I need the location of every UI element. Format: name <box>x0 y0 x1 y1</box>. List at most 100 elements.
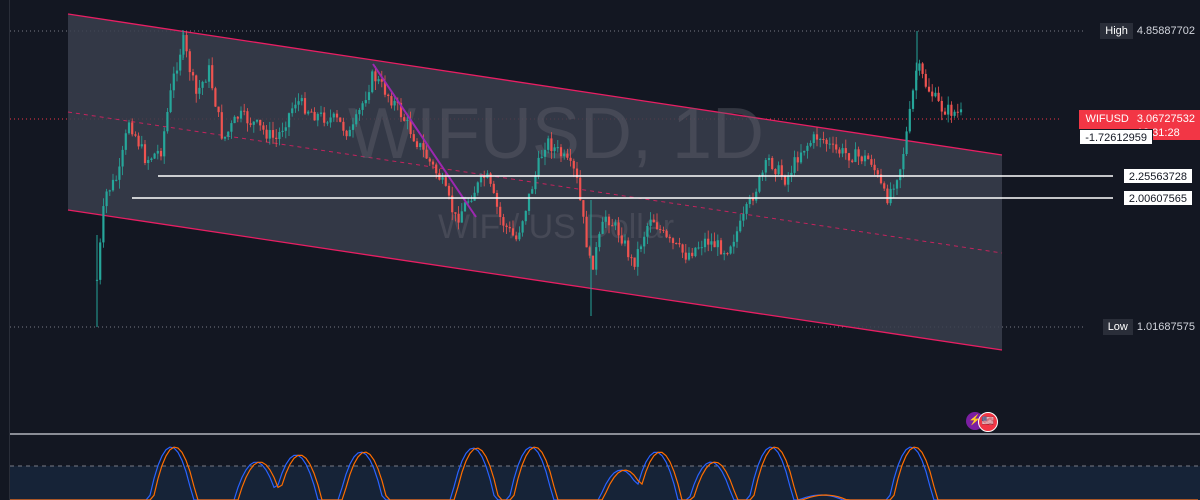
candle-body <box>643 236 646 247</box>
candle-body <box>505 225 508 227</box>
candle-body <box>326 122 329 124</box>
watermark-name: WIF / US Dollar <box>438 208 674 246</box>
candle-body <box>553 147 556 152</box>
candle-body <box>787 175 790 185</box>
candle-body <box>713 241 716 248</box>
candle-body <box>415 141 419 148</box>
candle-body <box>579 177 582 201</box>
candle-body <box>444 177 447 186</box>
candle-body <box>467 201 470 203</box>
candle-body <box>847 153 851 161</box>
candle-body <box>630 257 633 259</box>
candle-body <box>278 132 281 140</box>
candle-body <box>268 130 271 139</box>
candle-body <box>124 133 127 150</box>
candle-body <box>281 130 284 133</box>
candle-body <box>374 71 377 82</box>
candle-body <box>150 158 153 160</box>
candle-body <box>419 143 422 148</box>
candle-body <box>854 149 857 162</box>
candle-body <box>835 144 838 150</box>
candle-body <box>809 142 812 146</box>
candle-body <box>924 73 927 87</box>
candle-body <box>793 157 796 173</box>
candle-body <box>726 253 729 255</box>
candle-body <box>572 160 575 169</box>
candle-body <box>883 183 886 189</box>
indicator-badge[interactable]: ⚡ 🇺🇸 <box>966 412 998 432</box>
channel-lower-line[interactable] <box>67 209 1003 351</box>
candle-body <box>636 249 639 267</box>
candle-body <box>886 188 889 204</box>
candle-body <box>607 216 611 226</box>
candle-body <box>566 153 569 158</box>
candle-body <box>377 79 380 82</box>
candle-body <box>601 221 604 234</box>
candle-body <box>633 257 636 267</box>
candle-body <box>489 173 492 184</box>
candle-body <box>639 246 643 250</box>
candle-body <box>198 87 201 94</box>
candle-body <box>457 213 460 223</box>
main-chart-svg[interactable]: WIFUSD, 1D WIF / US Dollar <box>10 0 1200 500</box>
candle-body <box>425 149 428 159</box>
candle-body <box>319 112 323 114</box>
candle-body <box>403 117 406 121</box>
candle-body <box>300 98 303 102</box>
candle-body <box>905 131 908 155</box>
candle-body <box>108 190 111 192</box>
candle-body <box>758 175 761 192</box>
us-flag-icon[interactable]: 🇺🇸 <box>978 412 998 432</box>
candle-body <box>598 233 601 248</box>
low-label: Low <box>1102 319 1133 335</box>
candle-body <box>735 231 739 242</box>
candle-body <box>275 137 278 140</box>
candle-body <box>937 92 940 101</box>
candle-body <box>559 147 563 157</box>
candle-body <box>780 165 783 177</box>
candle-body <box>831 143 835 145</box>
candle-body <box>668 236 671 239</box>
candle-body <box>716 240 719 248</box>
candle-body <box>185 35 188 52</box>
candle-body <box>681 244 684 253</box>
candle-body <box>140 144 143 147</box>
candle-body <box>207 65 211 82</box>
stoch-d-line <box>10 446 1198 500</box>
candle-body <box>623 240 627 244</box>
candle-body <box>310 111 313 113</box>
candle-body <box>739 220 742 232</box>
candle-body <box>771 157 774 170</box>
candle-body <box>188 51 191 73</box>
channel-upper-line[interactable] <box>67 13 1003 156</box>
candle-body <box>729 246 732 254</box>
candle-body <box>204 81 207 83</box>
candle-body <box>249 123 252 125</box>
candle-body <box>908 108 911 132</box>
candle-body <box>137 135 140 147</box>
chart-frame[interactable]: WIFUSD, 1D WIF / US Dollar High 4.8588770… <box>9 0 1200 500</box>
candle-body <box>134 134 137 136</box>
candle-body <box>537 157 540 176</box>
candle-body <box>518 232 521 240</box>
candle-body <box>649 219 652 226</box>
candle-body <box>687 252 691 260</box>
high-value: 4.85887702 <box>1136 25 1195 37</box>
candle-body <box>678 243 681 245</box>
candle-body <box>582 200 585 217</box>
candle-body <box>431 161 435 165</box>
hline-1-tag[interactable]: 2.25563728 <box>1122 168 1193 184</box>
stoch-k-line <box>10 446 1198 500</box>
candle-body <box>335 113 339 118</box>
candle-body <box>393 100 396 106</box>
candle-body <box>163 131 166 157</box>
candle-body <box>671 238 675 244</box>
candle-body <box>127 122 131 134</box>
candle-body <box>227 131 230 137</box>
candle-body <box>211 65 214 89</box>
candle-body <box>271 130 275 138</box>
purple-trendline[interactable] <box>372 63 477 218</box>
hline-2-tag[interactable]: 2.00607565 <box>1122 190 1193 206</box>
candle-body <box>243 110 246 112</box>
candle-body <box>575 168 579 178</box>
